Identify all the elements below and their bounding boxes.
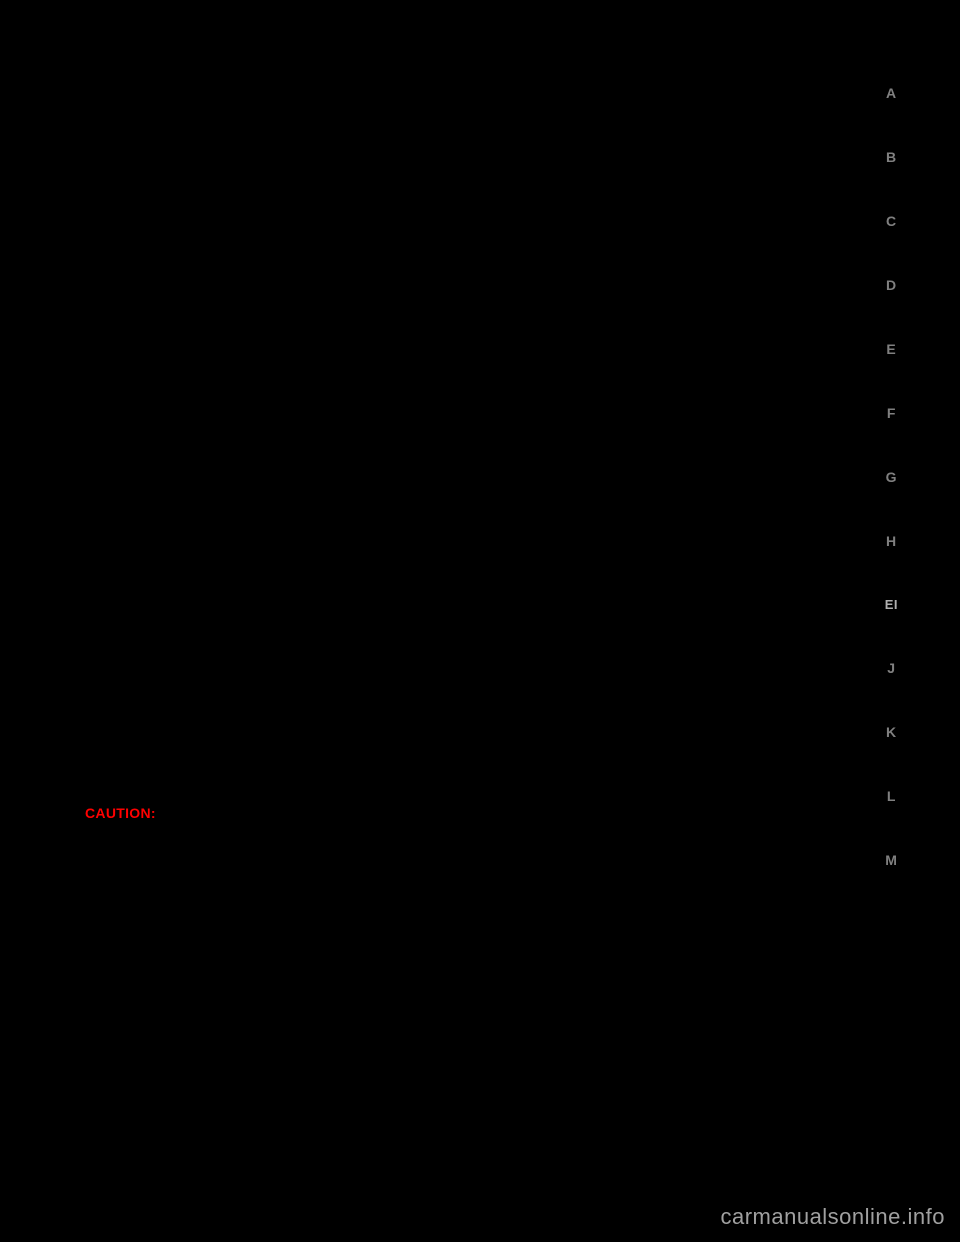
section-nav: A B C D E F G H EI J K L M (885, 85, 898, 868)
nav-item-h[interactable]: H (885, 533, 898, 549)
nav-item-a[interactable]: A (885, 85, 898, 101)
nav-item-j[interactable]: J (885, 660, 898, 676)
nav-item-d[interactable]: D (885, 277, 898, 293)
nav-item-g[interactable]: G (885, 469, 898, 485)
nav-item-ei[interactable]: EI (885, 597, 898, 612)
nav-item-c[interactable]: C (885, 213, 898, 229)
nav-item-l[interactable]: L (885, 788, 898, 804)
nav-item-b[interactable]: B (885, 149, 898, 165)
nav-item-m[interactable]: M (885, 852, 898, 868)
nav-item-f[interactable]: F (885, 405, 898, 421)
nav-item-e[interactable]: E (885, 341, 898, 357)
nav-item-k[interactable]: K (885, 724, 898, 740)
caution-label: CAUTION: (85, 805, 156, 821)
watermark: carmanualsonline.info (720, 1204, 945, 1230)
